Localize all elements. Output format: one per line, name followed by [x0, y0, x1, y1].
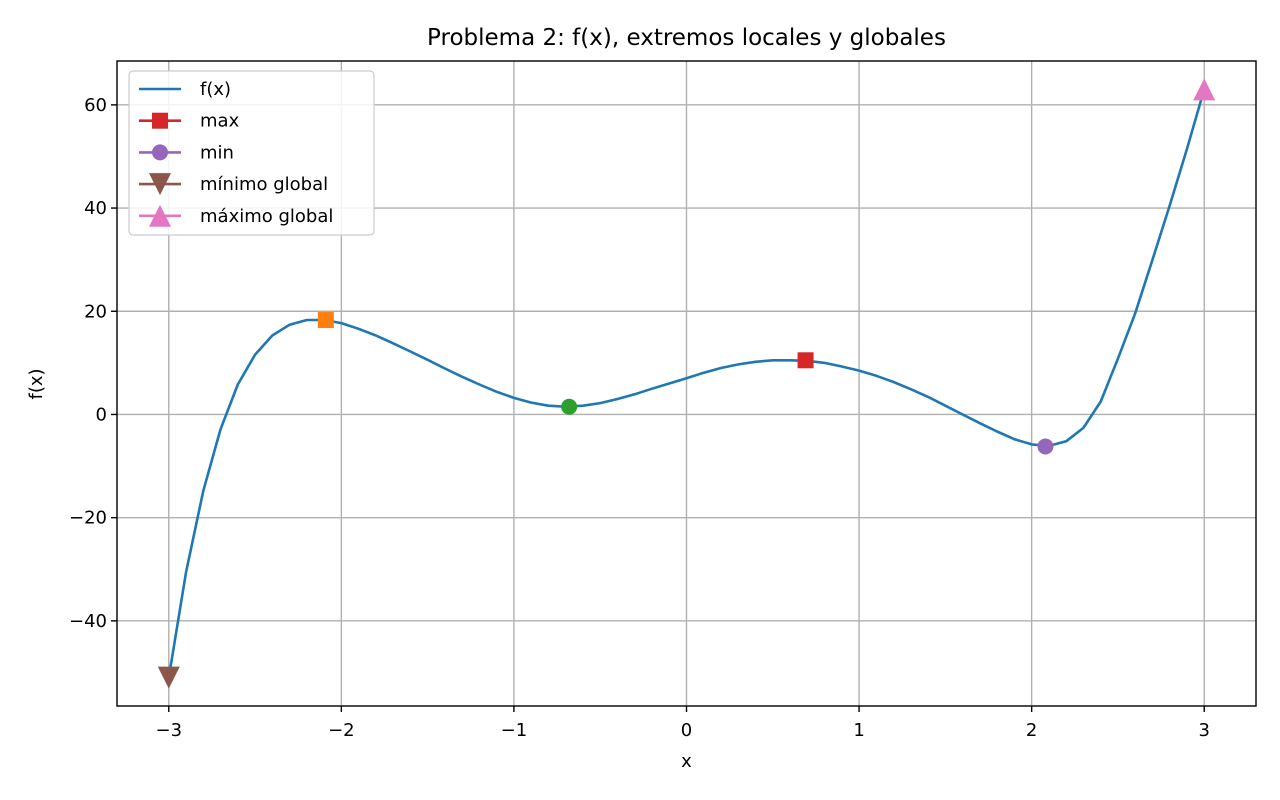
- legend-swatch-marker: [149, 204, 171, 227]
- marker-min-extra: [561, 398, 578, 415]
- x-tick-label: 0: [681, 720, 692, 741]
- marker-max: [797, 352, 814, 369]
- x-tick-label: 2: [1026, 720, 1037, 741]
- legend-label: min: [200, 142, 234, 163]
- legend-swatch-marker: [152, 112, 168, 129]
- legend-label: mínimo global: [200, 174, 328, 195]
- axis-ticks: −3 −2 −1 0 1 2 3 −40 −20 0 20 40 60: [69, 95, 1210, 741]
- chart-title: Problema 2: f(x), extremos locales y glo…: [427, 25, 946, 51]
- marker-max-extra: [317, 312, 334, 329]
- y-tick-label: 60: [84, 95, 107, 116]
- marker-m-nimo-global: [157, 666, 180, 689]
- legend-label: máximo global: [200, 206, 333, 227]
- x-tick-label: 3: [1199, 720, 1210, 741]
- legend: f(x) max min mínimo global máximo global: [128, 70, 375, 236]
- x-axis-label: x: [681, 751, 692, 772]
- legend-swatch-marker: [152, 144, 168, 161]
- legend-box: [128, 70, 375, 236]
- y-tick-label: 20: [84, 301, 107, 322]
- legend-label: max: [200, 111, 240, 132]
- marker-m-ximo-global: [1193, 78, 1216, 101]
- y-tick-label: 0: [96, 404, 107, 425]
- x-tick-label: 1: [853, 720, 864, 741]
- y-tick-label: 40: [84, 198, 107, 219]
- plot-area: [157, 78, 1216, 689]
- marker-min: [1037, 438, 1054, 455]
- y-tick-label: −40: [69, 611, 107, 632]
- x-tick-label: −1: [501, 720, 528, 741]
- x-tick-label: −3: [155, 720, 182, 741]
- y-axis-label: f(x): [26, 368, 47, 399]
- x-tick-label: −2: [328, 720, 355, 741]
- legend-label: f(x): [200, 79, 231, 100]
- series-line-fx: [167, 88, 1206, 679]
- y-tick-label: −20: [69, 508, 107, 529]
- legend-swatch-marker: [149, 173, 171, 196]
